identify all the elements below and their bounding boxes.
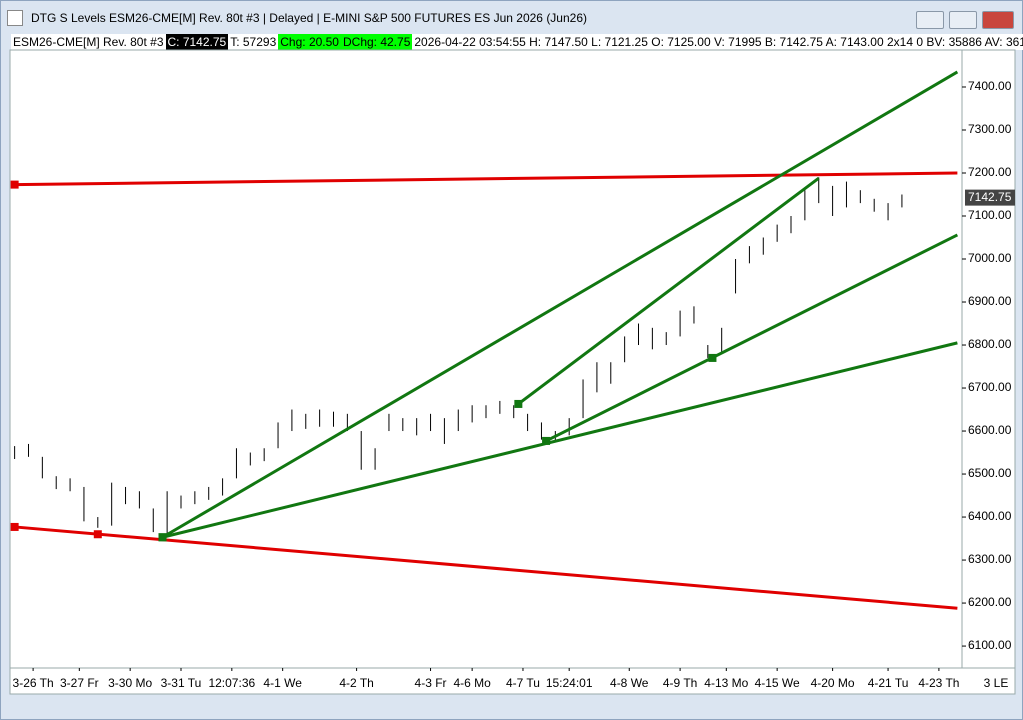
last-price-box (965, 189, 1015, 206)
info-field: ESM26-CME[M] Rev. 80t #3 (11, 34, 166, 50)
info-field: DChg: 42.75 (340, 34, 413, 50)
info-field: Chg: 20.50 (278, 34, 341, 50)
line-anchor (514, 399, 523, 408)
x-tick-label: 4-13 Mo (704, 676, 748, 690)
x-tick-label: 3-30 Mo (108, 676, 152, 690)
y-tick-label: 6600.00 (968, 423, 1012, 437)
line-anchor (10, 180, 19, 189)
maximize-button[interactable] (949, 11, 977, 29)
x-tick-label: 4-2 Th (339, 676, 373, 690)
trend-line (517, 176, 820, 406)
y-tick-label: 6200.00 (968, 595, 1012, 609)
y-tick-label: 6800.00 (968, 337, 1012, 351)
x-tick-label: 4-15 We (755, 676, 800, 690)
window-icon (7, 10, 23, 26)
y-tick-label: 7000.00 (968, 251, 1012, 265)
info-field: C: 7142.75 (165, 34, 229, 50)
x-tick-label: 4-7 Tu (506, 676, 540, 690)
x-tick-label: 4-9 Th (663, 676, 697, 690)
x-tick-label: 4-21 Tu (868, 676, 909, 690)
trend-line (162, 341, 958, 539)
x-tick-label: 4-20 Mo (811, 676, 855, 690)
x-tick-label: 4-8 We (610, 676, 649, 690)
plot-layer (10, 70, 959, 610)
x-tick-label: 3-27 Fr (60, 676, 99, 690)
line-anchor (10, 522, 19, 531)
corner-label: 3 LE (984, 676, 1009, 690)
line-anchor (708, 353, 717, 362)
y-tick-label: 6300.00 (968, 552, 1012, 566)
trend-line (161, 70, 959, 539)
close-button[interactable] (982, 11, 1014, 29)
price-axis (961, 49, 1016, 669)
line-anchor (542, 436, 551, 445)
y-tick-label: 6400.00 (968, 509, 1012, 523)
line-anchor (158, 533, 167, 542)
minimize-button[interactable] (916, 11, 944, 29)
y-tick-label: 7300.00 (968, 122, 1012, 136)
x-tick-label: 4-6 Mo (453, 676, 491, 690)
trend-line (545, 233, 959, 443)
y-tick-label: 7400.00 (968, 79, 1012, 93)
x-tick-label: 15:24:01 (546, 676, 593, 690)
y-tick-label: 7100.00 (968, 208, 1012, 222)
y-tick-label: 6500.00 (968, 466, 1012, 480)
title-bar: DTG S Levels ESM26-CME[M] Rev. 80t #3 | … (7, 7, 587, 29)
window-title: DTG S Levels ESM26-CME[M] Rev. 80t #3 | … (31, 11, 588, 25)
x-tick-label: 4-23 Th (918, 676, 959, 690)
trend-line (14, 171, 958, 187)
y-tick-label: 6700.00 (968, 380, 1012, 394)
trend-line (14, 525, 958, 610)
info-bar: ESM26-CME[M] Rev. 80t #3 C: 7142.75 T: 572… (11, 34, 1023, 50)
info-field: T: 57293 (228, 34, 279, 50)
y-tick-label: 6100.00 (968, 638, 1012, 652)
x-tick-label: 4-3 Fr (415, 676, 447, 690)
time-axis (9, 667, 1016, 695)
last-price-label: 7142.75 (968, 190, 1012, 204)
line-anchor (93, 530, 102, 539)
x-tick-label: 4-1 We (263, 676, 302, 690)
y-tick-label: 7200.00 (968, 165, 1012, 179)
info-field: 2026-04-22 03:54:55 H: 7147.50 L: 7121.2… (412, 34, 1023, 50)
y-tick-label: 6900.00 (968, 294, 1012, 308)
x-tick-label: 3-26 Th (13, 676, 54, 690)
x-tick-label: 3-31 Tu (161, 676, 202, 690)
x-tick-label: 12:07:36 (208, 676, 255, 690)
plot-area (9, 49, 963, 669)
